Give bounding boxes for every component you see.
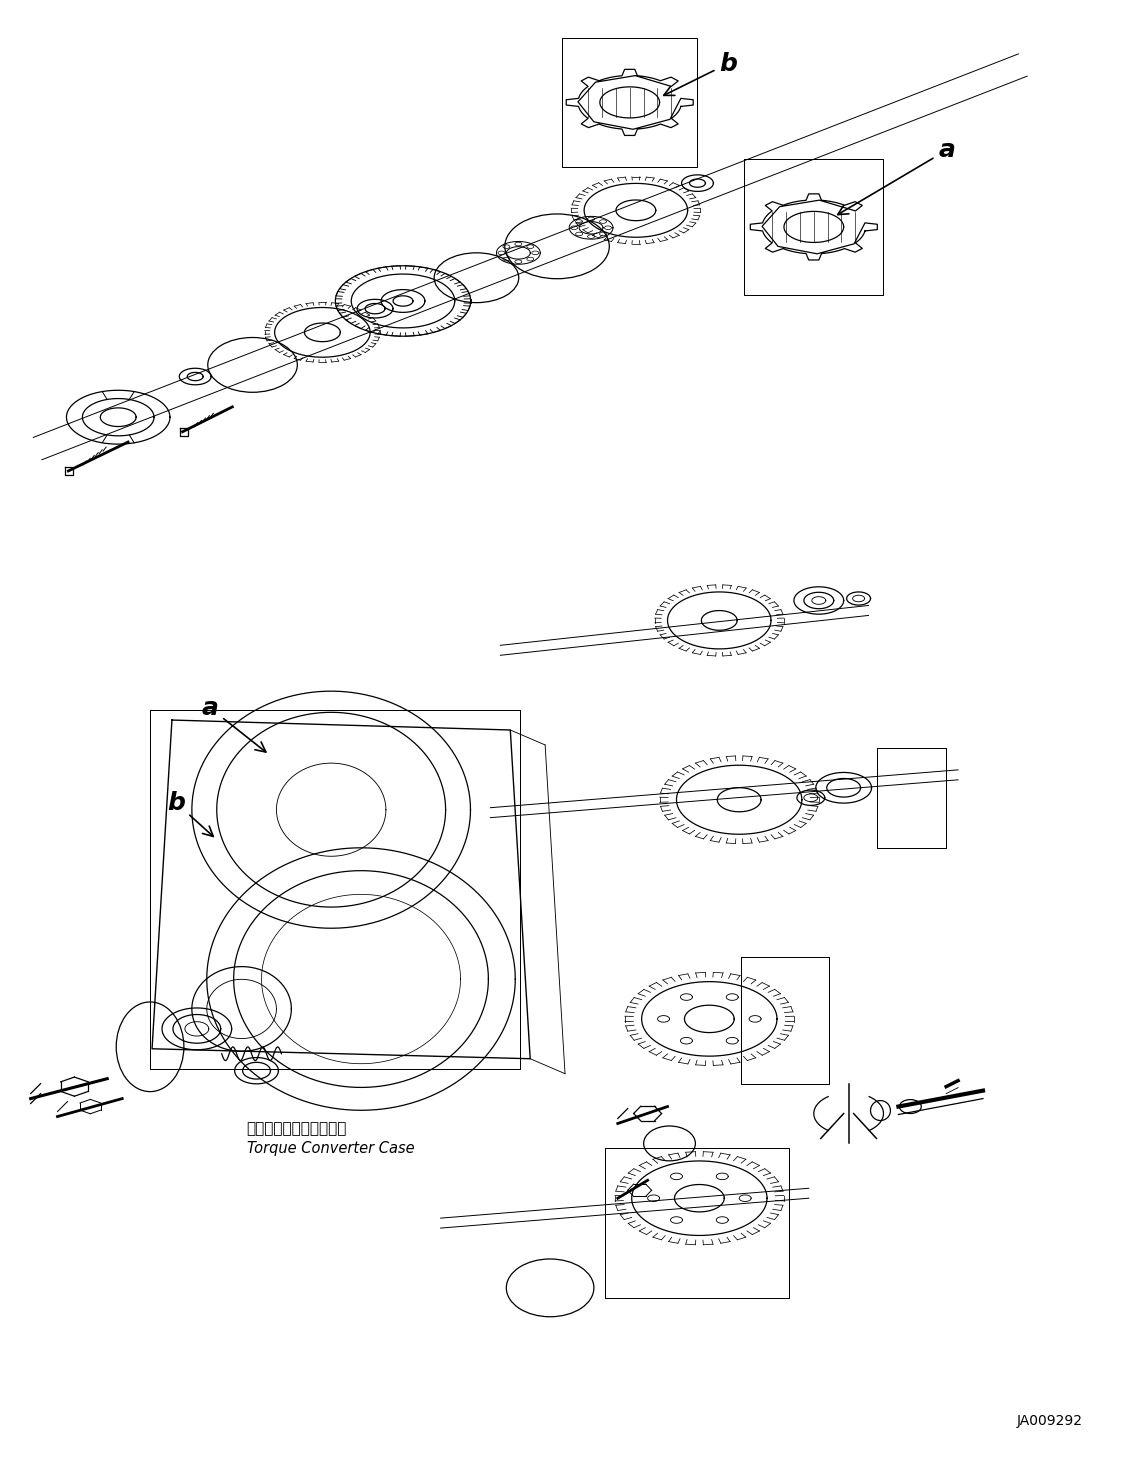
Text: JA009292: JA009292 [1017,1414,1083,1428]
Text: a: a [202,696,266,751]
Text: b: b [664,51,737,95]
Text: トルクコンバータケース: トルクコンバータケース [246,1122,347,1137]
Text: a: a [837,139,955,214]
Text: b: b [167,791,213,836]
Text: Torque Converter Case: Torque Converter Case [246,1141,414,1157]
